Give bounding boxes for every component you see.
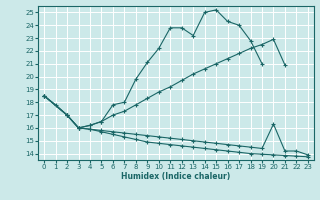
X-axis label: Humidex (Indice chaleur): Humidex (Indice chaleur) bbox=[121, 172, 231, 181]
